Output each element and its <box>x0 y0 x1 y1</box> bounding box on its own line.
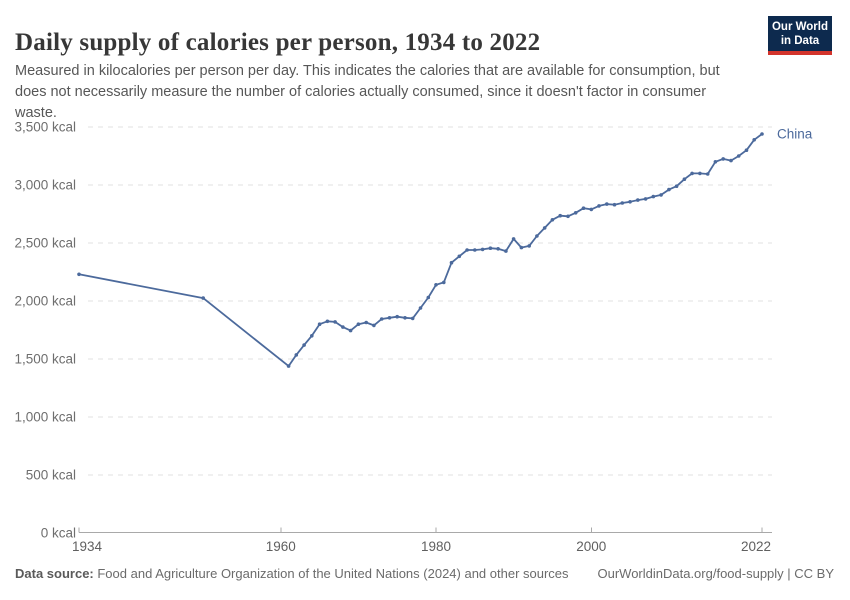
x-tick-label: 2000 <box>576 539 606 554</box>
data-point[interactable] <box>410 316 415 321</box>
y-tick-label: 500 kcal <box>26 468 76 483</box>
data-point[interactable] <box>511 237 516 241</box>
data-point[interactable] <box>605 202 609 206</box>
y-gridlines <box>88 126 772 476</box>
data-point[interactable] <box>379 317 384 321</box>
data-point[interactable] <box>674 184 679 188</box>
x-axis-labels: 1934 1960 1980 2000 2022 <box>72 539 771 554</box>
data-point[interactable] <box>465 248 469 252</box>
data-point[interactable] <box>77 272 81 277</box>
y-axis-labels: 0 kcal 500 kcal 1,000 kcal 1,500 kcal 2,000 … <box>14 120 76 541</box>
data-point[interactable] <box>302 343 306 347</box>
series-china[interactable] <box>77 132 764 368</box>
data-point[interactable] <box>589 207 594 212</box>
data-point[interactable] <box>736 154 741 158</box>
series-line[interactable] <box>78 133 763 367</box>
data-point[interactable] <box>488 246 493 250</box>
data-point[interactable] <box>752 138 756 142</box>
data-point[interactable] <box>620 201 625 205</box>
data-point[interactable] <box>341 325 345 329</box>
y-tick-label: 1,000 kcal <box>14 410 76 425</box>
data-point[interactable] <box>698 171 702 176</box>
y-tick-label: 3,500 kcal <box>14 120 76 135</box>
data-point[interactable] <box>356 322 361 327</box>
data-point[interactable] <box>659 193 663 197</box>
data-point[interactable] <box>628 200 632 204</box>
data-point[interactable] <box>286 364 291 368</box>
data-point[interactable] <box>682 177 687 181</box>
y-tick-label: 2,000 kcal <box>14 294 76 309</box>
data-point[interactable] <box>651 194 656 199</box>
data-source-label: Data source: <box>15 566 94 581</box>
data-point[interactable] <box>480 247 485 252</box>
data-point[interactable] <box>201 296 205 300</box>
data-point[interactable] <box>403 316 407 320</box>
data-point[interactable] <box>473 248 477 252</box>
data-point[interactable] <box>325 319 330 324</box>
data-point[interactable] <box>612 202 617 207</box>
data-point[interactable] <box>558 213 562 218</box>
data-source-value: Food and Agriculture Organization of the… <box>93 566 569 581</box>
data-point[interactable] <box>705 172 710 176</box>
data-point[interactable] <box>442 280 446 285</box>
data-point[interactable] <box>504 249 508 253</box>
data-point[interactable] <box>721 157 725 161</box>
data-point[interactable] <box>496 247 500 251</box>
data-point[interactable] <box>372 323 376 328</box>
data-point[interactable] <box>542 226 547 230</box>
data-point[interactable] <box>317 322 322 327</box>
data-point[interactable] <box>636 198 640 202</box>
data-point[interactable] <box>426 295 431 300</box>
data-point[interactable] <box>643 197 648 201</box>
x-tick-label: 1980 <box>421 539 451 554</box>
data-point[interactable] <box>294 353 299 357</box>
subtitle-line: does not necessarily measure the number … <box>15 84 707 100</box>
y-tick-label: 1,500 kcal <box>14 352 76 367</box>
data-point[interactable] <box>457 254 462 259</box>
data-point[interactable] <box>690 171 694 176</box>
subtitle-line: Measured in kilocalories per person per … <box>15 63 720 79</box>
owid-logo-line2: in Data <box>780 35 820 47</box>
data-point[interactable] <box>348 328 353 333</box>
chart-subtitle: Measured in kilocalories per person per … <box>15 61 745 124</box>
data-point[interactable] <box>310 334 314 338</box>
data-point[interactable] <box>395 314 400 319</box>
x-axis <box>78 527 772 533</box>
data-point[interactable] <box>597 204 601 208</box>
data-point[interactable] <box>527 244 531 248</box>
data-point[interactable] <box>713 160 718 164</box>
data-point[interactable] <box>550 218 555 222</box>
y-tick-label: 3,000 kcal <box>14 178 76 193</box>
data-point[interactable] <box>566 214 570 219</box>
owid-logo: Our World in Data <box>768 16 832 55</box>
data-point[interactable] <box>449 260 454 265</box>
data-point[interactable] <box>333 320 337 324</box>
data-point[interactable] <box>418 306 423 310</box>
series-end-label: China <box>777 126 813 141</box>
x-tick-label: 1960 <box>266 539 296 554</box>
y-tick-label: 2,500 kcal <box>14 236 76 251</box>
data-point[interactable] <box>387 316 392 320</box>
owid-logo-line1: Our World <box>771 21 828 33</box>
data-point[interactable] <box>535 234 539 238</box>
data-source-text: Data source: Food and Agriculture Organi… <box>15 566 569 581</box>
subtitle-line: waste. <box>15 105 57 121</box>
data-point[interactable] <box>573 211 578 215</box>
data-point[interactable] <box>744 148 749 152</box>
data-point[interactable] <box>667 187 671 192</box>
data-point[interactable] <box>519 245 524 250</box>
data-point[interactable] <box>434 283 438 287</box>
x-tick-label: 1934 <box>72 539 103 554</box>
chart-footer: Data source: Food and Agriculture Organi… <box>15 566 834 581</box>
data-point[interactable] <box>729 158 733 163</box>
x-tick-label: 2022 <box>741 539 771 554</box>
owid-url-license: OurWorldinData.org/food-supply | CC BY <box>597 566 834 581</box>
page-title: Daily supply of calories per person, 193… <box>15 28 541 56</box>
series-label-china: China <box>777 126 813 141</box>
data-point[interactable] <box>760 132 764 136</box>
data-point[interactable] <box>581 206 586 210</box>
data-point[interactable] <box>364 320 369 325</box>
y-tick-label: 0 kcal <box>41 526 76 541</box>
